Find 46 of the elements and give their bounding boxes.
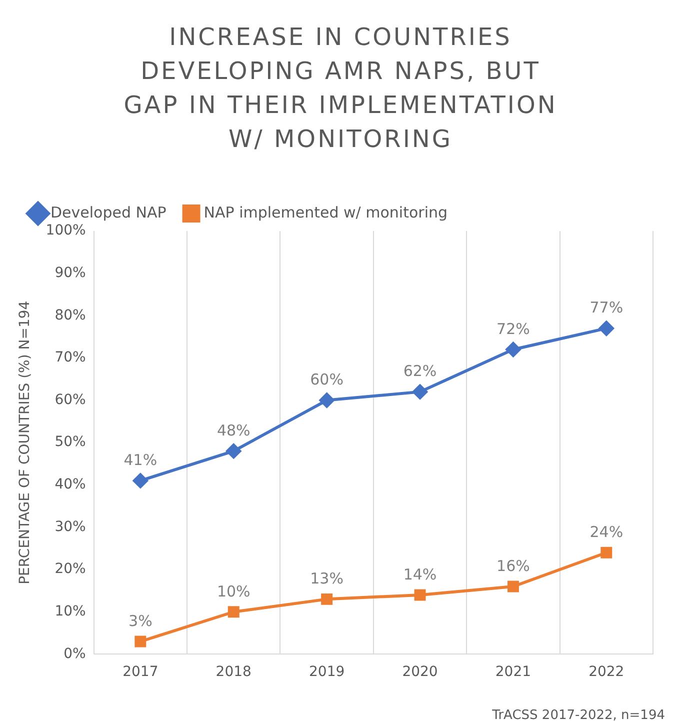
point: [319, 392, 334, 408]
data-label: 10%: [216, 582, 250, 600]
data-label: 48%: [216, 421, 250, 440]
chart-title: INCREASE IN COUNTRIES DEVELOPING AMR NAPS, BUT GAP IN THEIR IMPLEMENTATION W/ MONITORING: [122, 22, 558, 155]
point: [598, 320, 614, 336]
data-label: 60%: [310, 370, 344, 389]
x-tick-label: 2022: [588, 664, 624, 680]
point: [600, 546, 612, 558]
point: [507, 580, 519, 592]
y-tick-label: 90%: [54, 264, 86, 281]
y-tick-label: 100%: [46, 222, 86, 239]
point: [414, 589, 426, 601]
x-tick-label: 2021: [495, 664, 532, 680]
data-label: 24%: [590, 523, 624, 542]
point: [228, 606, 240, 618]
point: [412, 384, 428, 400]
data-label: 77%: [590, 298, 624, 317]
y-axis-title: PERCENTAGE OF COUNTRIES (%) N=194: [17, 300, 34, 584]
point: [506, 342, 521, 357]
data-label: 13%: [310, 570, 344, 588]
text: TrACSS 2017-2022, n=194: [491, 708, 666, 721]
y-tick-label: 10%: [54, 604, 86, 620]
data-label: 16%: [496, 556, 530, 575]
y-tick-label: 30%: [54, 518, 86, 535]
y-tick-label: 0%: [64, 646, 86, 662]
x-tick-label: 2017: [122, 664, 158, 680]
point: [226, 444, 242, 459]
data-label: 72%: [496, 320, 530, 338]
y-tick-label: 50%: [54, 434, 86, 450]
data-label: 41%: [124, 451, 158, 470]
legend-label: NAP implemented w/ monitoring: [204, 203, 448, 222]
point: [134, 636, 146, 648]
x-tick-label: 2020: [402, 664, 438, 680]
data-label: 3%: [128, 612, 152, 630]
y-tick-label: 20%: [54, 561, 86, 578]
x-tick-label: 2018: [216, 664, 252, 680]
point: [132, 473, 148, 488]
y-tick-label: 40%: [54, 476, 86, 493]
point: [321, 593, 333, 605]
y-tick-label: 70%: [54, 350, 86, 366]
x-tick-label: 2019: [308, 664, 345, 680]
legend-label: Developed NAP: [50, 203, 166, 222]
data-label: 62%: [403, 362, 437, 380]
y-tick-label: 80%: [54, 307, 86, 324]
y-tick-label: 60%: [54, 392, 86, 408]
data-label: 14%: [403, 565, 437, 584]
